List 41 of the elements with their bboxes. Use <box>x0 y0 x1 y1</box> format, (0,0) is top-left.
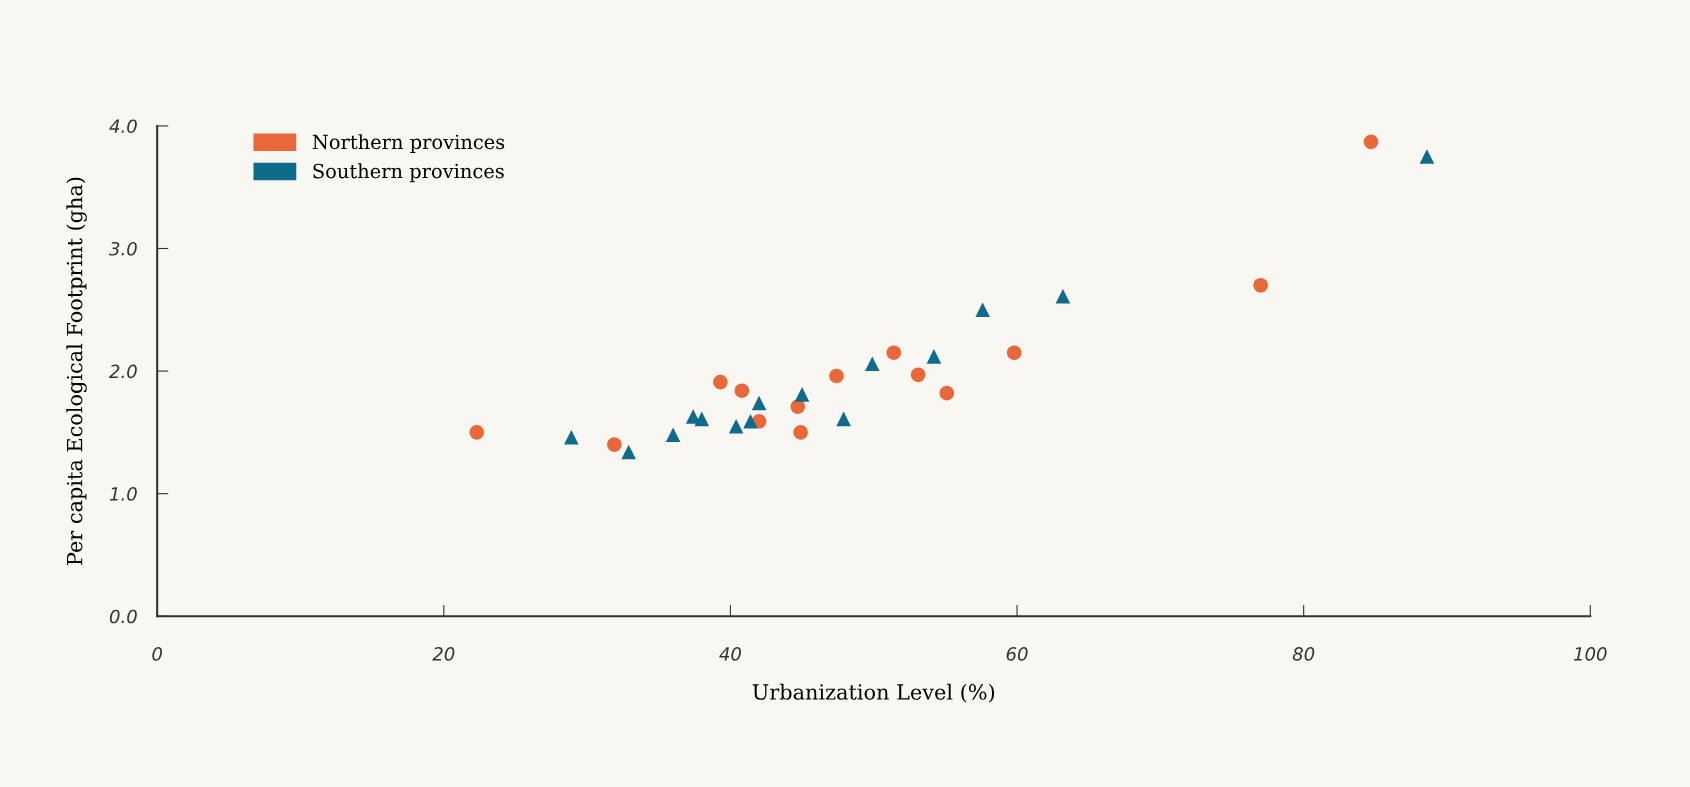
point <box>836 411 851 427</box>
point <box>886 345 902 360</box>
x-tick-label: 40 <box>719 647 741 661</box>
legend-label: Southern provinces <box>313 163 504 183</box>
point <box>728 418 744 434</box>
point <box>1253 277 1268 293</box>
point <box>743 414 758 429</box>
point <box>829 368 844 384</box>
legend-label: Northern provinces <box>312 134 505 154</box>
x-tick-label: 80 <box>1292 647 1315 661</box>
x-tick-label: 100 <box>1573 647 1607 661</box>
point <box>751 395 767 411</box>
point <box>713 374 728 390</box>
point <box>939 385 955 401</box>
point <box>910 367 926 383</box>
point <box>793 425 808 440</box>
point <box>469 425 485 440</box>
point <box>1419 149 1435 164</box>
point <box>926 349 942 364</box>
point <box>694 411 710 427</box>
y-tick-label: 4.0 <box>109 119 137 134</box>
point <box>621 444 636 460</box>
point <box>1363 134 1379 150</box>
y-tick-label: 0.0 <box>109 609 137 624</box>
y-tick-label: 3.0 <box>109 241 137 256</box>
point <box>865 356 880 371</box>
y-axis-title: Per capita Ecological Footprint (gha) <box>66 177 87 565</box>
point <box>1055 289 1071 304</box>
point <box>794 387 810 402</box>
x-tick-label: 60 <box>1006 647 1028 661</box>
y-tick-label: 2.0 <box>109 364 137 379</box>
point <box>564 429 579 445</box>
x-tick-label: 20 <box>432 647 455 661</box>
x-axis-title: Urbanization Level (%) <box>752 683 995 703</box>
y-tick-label: 1.0 <box>109 487 137 501</box>
point <box>665 427 681 443</box>
point <box>607 437 622 452</box>
point <box>1006 345 1022 360</box>
point <box>734 383 750 398</box>
point <box>975 302 990 318</box>
x-tick-label: 0 <box>152 647 163 661</box>
